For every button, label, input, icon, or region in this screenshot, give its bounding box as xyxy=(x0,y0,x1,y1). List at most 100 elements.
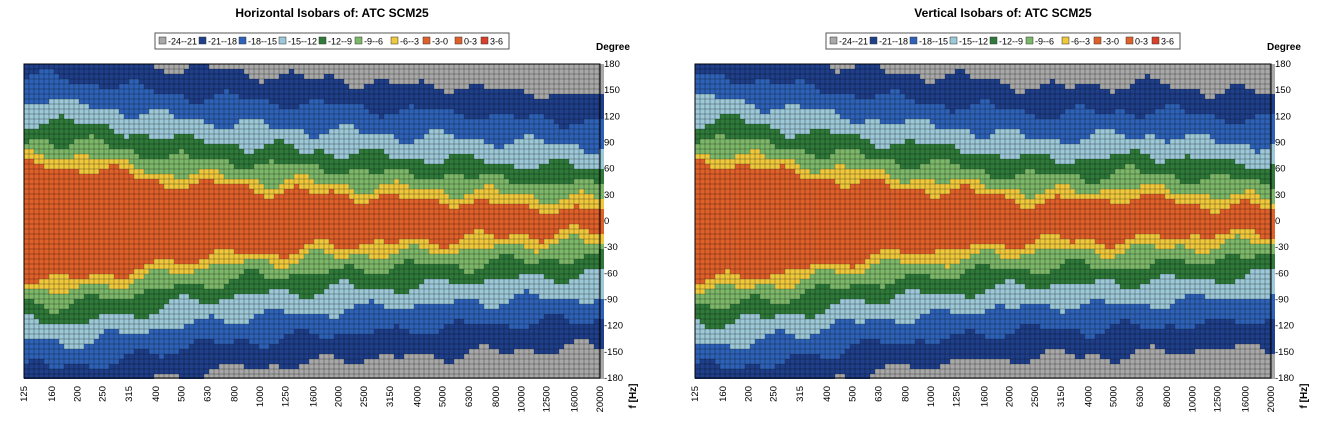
heatmap-cell xyxy=(344,304,349,309)
heatmap-cell xyxy=(194,279,199,284)
heatmap-cell xyxy=(224,174,229,179)
heatmap-cell xyxy=(29,289,34,294)
heatmap-cell xyxy=(344,164,349,169)
heatmap-cell xyxy=(139,179,144,184)
heatmap-cell xyxy=(389,259,394,264)
heatmap-cell xyxy=(259,359,264,364)
heatmap-cell xyxy=(54,64,59,69)
heatmap-cell xyxy=(179,364,184,369)
heatmap-cell xyxy=(369,134,374,139)
heatmap-cell xyxy=(214,339,219,344)
heatmap-cell xyxy=(389,114,394,119)
heatmap-cell xyxy=(339,144,344,149)
heatmap-cell xyxy=(139,189,144,194)
heatmap-cell xyxy=(234,234,239,239)
heatmap-cell xyxy=(154,329,159,334)
heatmap-cell xyxy=(189,119,194,124)
heatmap-cell xyxy=(89,304,94,309)
heatmap-cell xyxy=(159,169,164,174)
heatmap-cell xyxy=(74,254,79,259)
heatmap-cell xyxy=(124,214,129,219)
heatmap-cell xyxy=(409,294,414,299)
heatmap-cell xyxy=(384,334,389,339)
heatmap-cell xyxy=(49,109,54,114)
heatmap-cell xyxy=(214,84,219,89)
heatmap-cell xyxy=(259,299,264,304)
heatmap-cell xyxy=(289,129,294,134)
heatmap-cell xyxy=(379,114,384,119)
heatmap-cell xyxy=(374,374,379,379)
heatmap-cell xyxy=(79,234,84,239)
heatmap-cell xyxy=(379,89,384,94)
heatmap-cell xyxy=(359,144,364,149)
heatmap-cell xyxy=(129,179,134,184)
heatmap-cell xyxy=(234,314,239,319)
heatmap-cell xyxy=(264,139,269,144)
heatmap-cell xyxy=(309,274,314,279)
heatmap-cell xyxy=(114,119,119,124)
heatmap-cell xyxy=(269,194,274,199)
heatmap-cell xyxy=(169,374,174,379)
heatmap-cell xyxy=(309,149,314,154)
heatmap-cell xyxy=(339,64,344,69)
heatmap-cell xyxy=(319,214,324,219)
heatmap-cell xyxy=(249,259,254,264)
heatmap-cell xyxy=(384,104,389,109)
heatmap-cell xyxy=(109,139,114,144)
heatmap-cell xyxy=(364,329,369,334)
heatmap-cell xyxy=(229,189,234,194)
heatmap-cell xyxy=(54,359,59,364)
heatmap-cell xyxy=(374,114,379,119)
heatmap-cell xyxy=(74,244,79,249)
heatmap-cell xyxy=(114,324,119,329)
heatmap-cell xyxy=(164,269,169,274)
heatmap-cell xyxy=(129,159,134,164)
heatmap-cell xyxy=(224,304,229,309)
heatmap-cell xyxy=(324,329,329,334)
heatmap-cell xyxy=(99,189,104,194)
heatmap-cell xyxy=(404,144,409,149)
heatmap-cell xyxy=(119,159,124,164)
heatmap-cell xyxy=(319,254,324,259)
heatmap-cell xyxy=(204,309,209,314)
heatmap-cell xyxy=(249,249,254,254)
heatmap-cell xyxy=(39,374,44,379)
heatmap-cell xyxy=(229,214,234,219)
heatmap-cell xyxy=(314,229,319,234)
heatmap-cell xyxy=(414,99,419,104)
heatmap-cell xyxy=(304,159,309,164)
heatmap-cell xyxy=(404,94,409,99)
heatmap-cell xyxy=(349,324,354,329)
heatmap-cell xyxy=(234,264,239,269)
heatmap-cell xyxy=(384,354,389,359)
heatmap-cell xyxy=(34,139,39,144)
heatmap-cell xyxy=(79,309,84,314)
heatmap-cell xyxy=(269,219,274,224)
heatmap-cell xyxy=(189,304,194,309)
heatmap-cell xyxy=(74,179,79,184)
heatmap-cell xyxy=(364,99,369,104)
heatmap-cell xyxy=(34,79,39,84)
heatmap-cell xyxy=(64,234,69,239)
heatmap-cell xyxy=(109,84,114,89)
heatmap-cell xyxy=(99,254,104,259)
heatmap-cell xyxy=(234,329,239,334)
heatmap-cell xyxy=(269,359,274,364)
heatmap-cell xyxy=(354,294,359,299)
heatmap-cell xyxy=(39,179,44,184)
heatmap-cell xyxy=(384,319,389,324)
heatmap-cell xyxy=(284,199,289,204)
heatmap-cell xyxy=(79,369,84,374)
heatmap-cell xyxy=(149,224,154,229)
heatmap-cell xyxy=(54,94,59,99)
heatmap-cell xyxy=(244,289,249,294)
heatmap-cell xyxy=(179,264,184,269)
heatmap-cell xyxy=(104,349,109,354)
heatmap-cell xyxy=(404,124,409,129)
heatmap-cell xyxy=(239,374,244,379)
heatmap-cell xyxy=(244,154,249,159)
heatmap-cell xyxy=(44,234,49,239)
heatmap-cell xyxy=(69,259,74,264)
heatmap-cell xyxy=(54,99,59,104)
heatmap-cell xyxy=(49,124,54,129)
